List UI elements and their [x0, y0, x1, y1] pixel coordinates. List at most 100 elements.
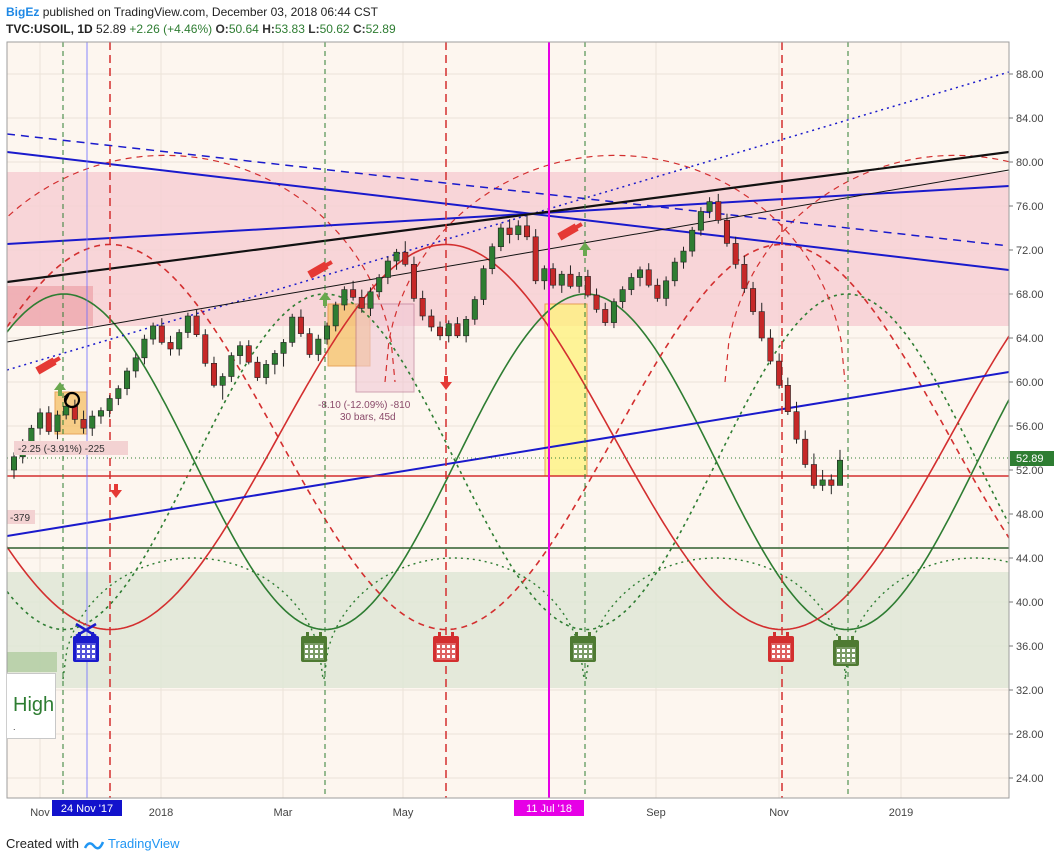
- calendar-icon: [570, 632, 596, 662]
- resistance-zone: [7, 172, 1009, 326]
- published-text: published on TradingView.com, December 0…: [42, 5, 379, 19]
- candle-body: [63, 405, 70, 416]
- arrow-down-icon: [440, 376, 452, 390]
- blue-channel-line: [7, 371, 1009, 537]
- candle-body: [37, 412, 44, 429]
- ohlc-high-value: 53.83: [274, 22, 305, 36]
- candle-body: [515, 225, 522, 235]
- candles: [11, 193, 843, 495]
- x-tick-label: Nov: [769, 807, 789, 819]
- candle-body: [150, 325, 157, 340]
- y-tick-label: 24.00: [1016, 773, 1044, 785]
- candle-body: [645, 269, 652, 286]
- candle-body: [297, 316, 304, 334]
- candle-body: [610, 301, 617, 323]
- black-trend-line: [7, 150, 1009, 284]
- candle-body: [202, 334, 209, 364]
- candle-body: [706, 201, 713, 212]
- support-zone: [7, 572, 1009, 688]
- candle-body: [471, 299, 478, 320]
- ohlc-low-value: 50.62: [319, 22, 350, 36]
- shuffle-icon: [75, 622, 97, 638]
- calendar-icon: [301, 632, 327, 662]
- ohlc-close-key: C:: [352, 22, 366, 36]
- x-tick-label: Nov: [30, 807, 50, 819]
- x-highlight-bg: [52, 800, 122, 816]
- y-tick-label: 72.00: [1016, 245, 1044, 257]
- candle-body: [280, 342, 287, 354]
- y-tick-label: 40.00: [1016, 597, 1044, 609]
- arrow-down-icon: [110, 484, 122, 498]
- arc-curve: [384, 154, 846, 383]
- markers: [35, 222, 859, 666]
- x-highlight-bg: [514, 800, 584, 816]
- candle-body: [463, 318, 470, 337]
- candle-body: [376, 277, 383, 293]
- gavel-icon: [307, 260, 333, 279]
- tradingview-logo-icon: [83, 841, 104, 850]
- candle-body: [245, 345, 252, 363]
- candle-body: [593, 294, 600, 310]
- candle-body: [219, 376, 226, 386]
- legend-box: High .: [7, 673, 56, 739]
- candle-body: [828, 479, 835, 486]
- y-tick-label: 84.00: [1016, 113, 1044, 125]
- calendar-icon: [833, 636, 859, 666]
- candle-body: [523, 225, 530, 238]
- chart-header: BigEz published on TradingView.com, Dece…: [6, 4, 1046, 40]
- candle-body: [115, 388, 122, 399]
- candle-body: [89, 415, 96, 429]
- candle-body: [324, 325, 331, 340]
- candle-body: [680, 250, 687, 263]
- blue-downtrend-line: [7, 151, 1009, 271]
- y-tick-label: 64.00: [1016, 333, 1044, 345]
- candle-body: [45, 412, 52, 432]
- candle-body: [837, 459, 843, 486]
- gavel-icon: [35, 356, 61, 375]
- ohlc-high-key: H:: [262, 22, 275, 36]
- measure-label-bg: [14, 441, 128, 455]
- time-axis[interactable]: Nov 24 Nov '17 2018 Mar May 11 Jul '18 Sep Nov 2…: [30, 800, 913, 819]
- resistance-zone-left: [7, 286, 93, 326]
- candle-body: [315, 338, 322, 355]
- candle-body: [663, 280, 670, 299]
- arrow-up-icon: [54, 382, 66, 396]
- candle-body: [158, 325, 165, 343]
- candle-body: [210, 362, 217, 386]
- arrow-up-icon: [319, 292, 331, 306]
- legend-text: High: [13, 694, 55, 716]
- cycle-curve: [7, 243, 1009, 631]
- candle-body: [741, 263, 748, 289]
- candle-body: [697, 211, 704, 231]
- candle-body: [80, 419, 87, 429]
- candle-body: [619, 289, 626, 303]
- price-change: +2.26 (+4.46%): [129, 22, 213, 36]
- candle-body: [410, 263, 417, 299]
- blue-dashed-line: [7, 133, 1009, 247]
- tradingview-brand[interactable]: TradingView: [108, 836, 180, 851]
- candle-body: [141, 338, 148, 359]
- candle-body: [97, 410, 104, 417]
- zones: [7, 172, 1009, 688]
- candle-body: [810, 464, 817, 486]
- candle-body: [428, 315, 435, 328]
- ohlc-low-key: L:: [308, 22, 320, 36]
- y-tick-label: 52.00: [1016, 465, 1044, 477]
- refresh-icon: [63, 391, 81, 409]
- author-name[interactable]: BigEz: [6, 5, 40, 19]
- y-tick-label: 76.00: [1016, 201, 1044, 213]
- candle-body: [671, 261, 678, 282]
- candle-body: [306, 333, 313, 355]
- candle-body: [802, 438, 809, 465]
- price-axis[interactable]: 88.00 84.00 80.00 76.00 72.00 68.00 64.00 60.00…: [1009, 69, 1044, 785]
- candle-body: [637, 269, 644, 278]
- candle-body: [350, 289, 357, 298]
- measure-label-mar: -8.10 (-12.09%) -810: [318, 400, 411, 411]
- cycle-curve: [7, 293, 1009, 631]
- candle-body: [445, 323, 452, 337]
- created-with-text: Created with: [6, 836, 79, 851]
- support-arc: [844, 557, 1009, 680]
- candle-body: [402, 251, 409, 265]
- candle-body: [732, 243, 739, 265]
